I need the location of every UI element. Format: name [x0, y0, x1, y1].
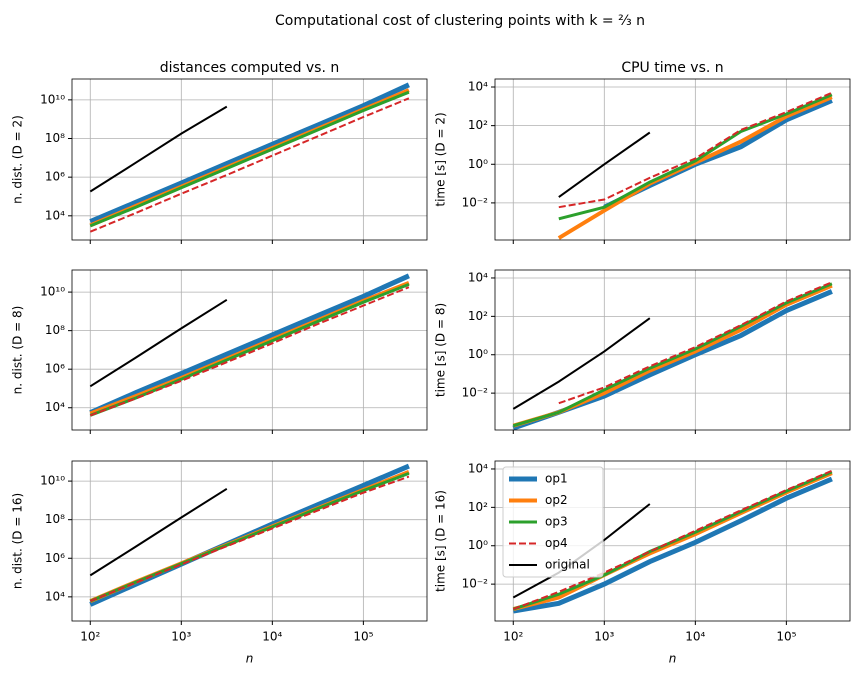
- axes-title: CPU time vs. n: [621, 60, 723, 76]
- series-line: [557, 95, 833, 240]
- series-line: [89, 273, 410, 415]
- series-line: [89, 90, 410, 228]
- series-line: [558, 91, 833, 209]
- x-tick-label: 10³: [171, 630, 191, 644]
- y-tick-label: 10⁻²: [462, 386, 489, 400]
- y-tick-label: 10⁰: [468, 538, 488, 552]
- legend-box: [502, 466, 604, 578]
- x-tick-label: 10²: [80, 630, 100, 644]
- x-tick-label: 10⁴: [685, 630, 705, 644]
- series-line: [89, 286, 410, 417]
- y-tick-label: 10⁴: [45, 208, 65, 222]
- y-tick-label: 10⁴: [45, 589, 65, 603]
- series-line: [512, 282, 833, 428]
- legend-label: op4: [545, 536, 568, 550]
- x-axis-label: n: [669, 652, 677, 666]
- legend-label: op1: [545, 472, 568, 486]
- series-line: [558, 131, 651, 198]
- series-line: [89, 475, 410, 603]
- series-line: [512, 317, 651, 410]
- y-tick-label: 10⁴: [468, 461, 488, 475]
- y-tick-label: 10⁻²: [462, 195, 489, 209]
- series-line: [558, 93, 833, 221]
- y-tick-label: 10⁸: [45, 131, 65, 145]
- x-axis-label: n: [246, 652, 254, 666]
- y-tick-label: 10⁸: [45, 323, 65, 337]
- axes-frame: [71, 269, 428, 431]
- series-line: [89, 82, 410, 224]
- y-tick-label: 10⁰: [468, 157, 488, 171]
- x-tick-label: 10³: [594, 630, 614, 644]
- series-line: [89, 97, 410, 233]
- y-tick-label: 10²: [468, 500, 488, 514]
- y-tick-label: 10⁶: [45, 362, 65, 376]
- axes-frame: [494, 78, 851, 241]
- axes-frame: [71, 460, 428, 622]
- y-tick-label: 10⁸: [45, 512, 65, 526]
- y-tick-label: 10⁰: [468, 347, 488, 361]
- y-tick-label: 10⁴: [468, 270, 488, 284]
- y-tick-label: 10⁶: [45, 551, 65, 565]
- series-line: [89, 105, 228, 193]
- series-line: [89, 298, 228, 388]
- series-line: [512, 476, 833, 614]
- plot-lines: [512, 469, 833, 614]
- x-tick-label: 10²: [503, 630, 523, 644]
- y-axis-label: n. dist. (D = 16): [11, 493, 25, 589]
- y-axis-label: n. dist. (D = 2): [11, 115, 25, 204]
- y-axis-label: time [s] (D = 2): [434, 112, 448, 206]
- plot-lines: [512, 281, 833, 430]
- axes-title: distances computed vs. n: [160, 60, 340, 76]
- y-tick-label: 10²: [468, 118, 488, 132]
- plot-lines: [557, 91, 833, 240]
- legend-label: original: [545, 558, 590, 572]
- axes-frame: [494, 269, 851, 431]
- plot-lines: [89, 82, 410, 233]
- y-axis-label: time [s] (D = 8): [434, 303, 448, 397]
- legend-label: op2: [545, 493, 568, 507]
- series-line: [89, 471, 410, 603]
- series-line: [89, 487, 228, 577]
- plot-lines: [89, 273, 410, 417]
- series-line: [89, 283, 410, 417]
- y-tick-label: 10²: [468, 309, 488, 323]
- y-tick-label: 10⁴: [468, 80, 488, 94]
- y-axis-label: n. dist. (D = 8): [11, 306, 25, 395]
- x-tick-label: 10⁵: [353, 630, 373, 644]
- y-axis-label: time [s] (D = 16): [434, 490, 448, 592]
- y-tick-label: 10⁴: [45, 400, 65, 414]
- axes-frame: [71, 78, 428, 241]
- legend-label: op3: [545, 515, 568, 529]
- y-tick-label: 10¹⁰: [40, 285, 65, 299]
- y-tick-label: 10⁶: [45, 170, 65, 184]
- series-line: [512, 469, 833, 611]
- axes-frame: [494, 460, 851, 622]
- plot-lines: [89, 463, 410, 607]
- y-tick-label: 10¹⁰: [40, 474, 65, 488]
- y-tick-label: 10⁻²: [462, 577, 489, 591]
- y-tick-label: 10¹⁰: [40, 92, 65, 106]
- x-tick-label: 10⁴: [262, 630, 282, 644]
- figure-title: Computational cost of clustering points …: [275, 13, 645, 29]
- x-tick-label: 10⁵: [776, 630, 796, 644]
